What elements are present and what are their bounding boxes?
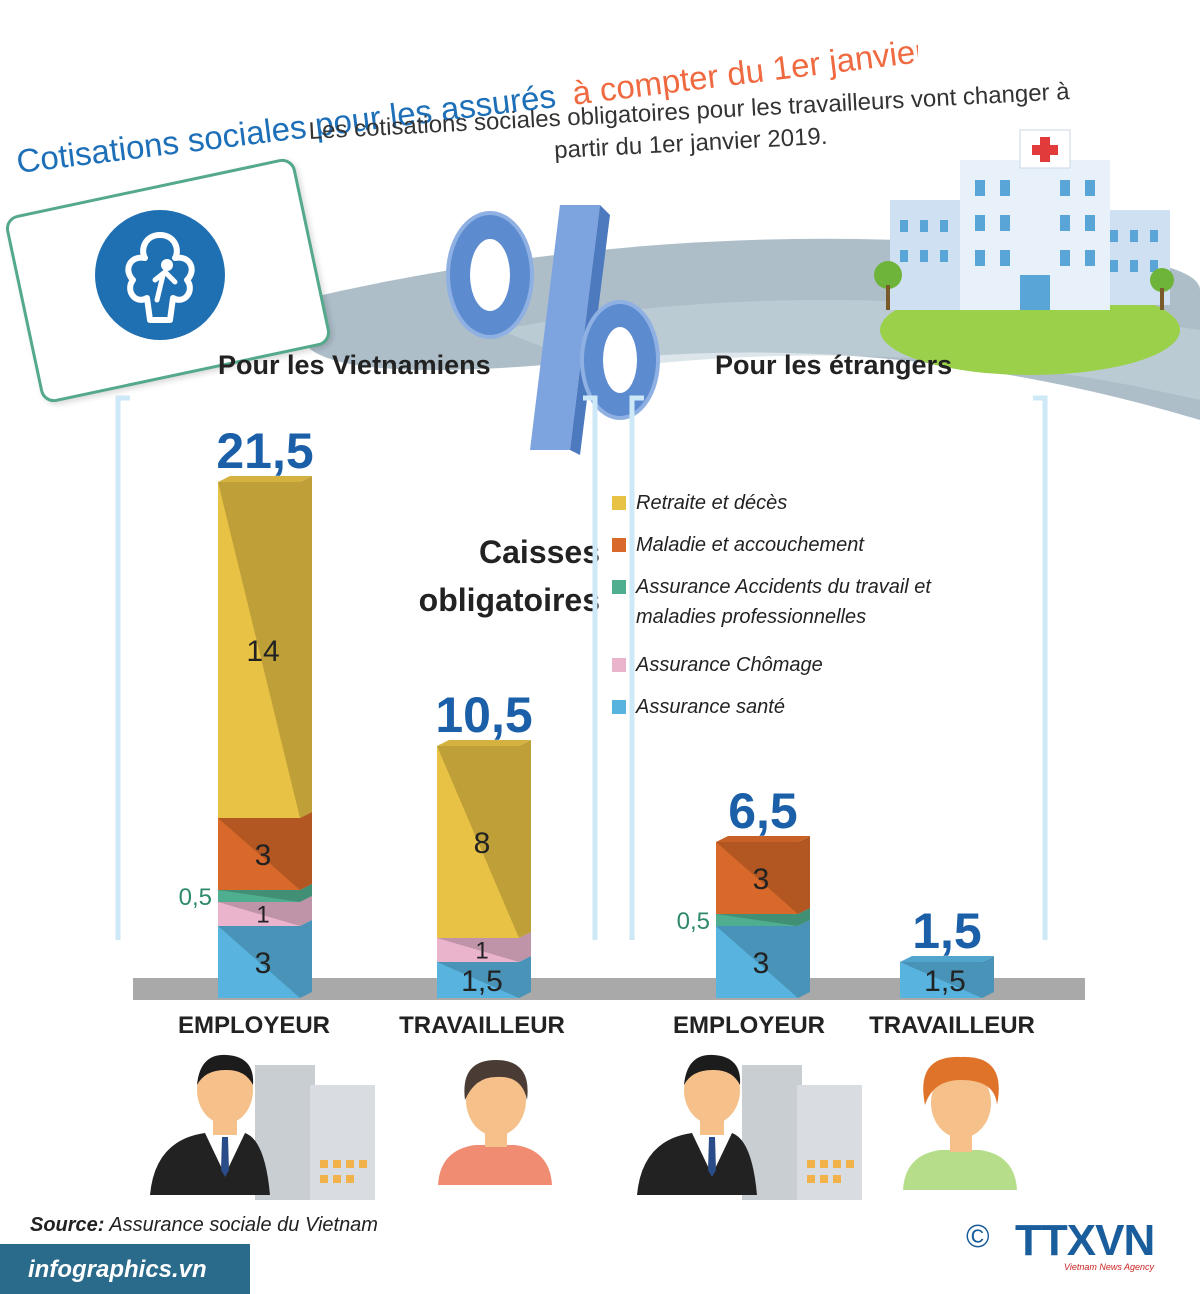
- bar-value-retraite-employeur-vn: 14: [246, 635, 279, 668]
- bar-value-retraite-travailleur-vn: 8: [474, 827, 491, 860]
- source-label: Source:: [30, 1214, 105, 1236]
- worker-illustration-etr: [903, 1056, 1017, 1190]
- bar-value-sante-travailleur-vn: 1,5: [461, 965, 503, 998]
- legend-item-retraite: Retraite et décès: [612, 488, 992, 518]
- bar-side-retraite-travailleur-vn: [437, 740, 531, 938]
- caisses-line2: obligatoires: [418, 582, 600, 618]
- bar-value-chomage-travailleur-vn: 1: [475, 938, 488, 965]
- legend: Retraite et décès Maladie et accouchement…: [612, 488, 992, 722]
- employer-illustration-etr: [637, 1054, 862, 1200]
- hospital-icon: [874, 129, 1180, 375]
- category-label-travailleur-vn: TRAVAILLEUR: [399, 1012, 565, 1039]
- bar-total-employeur-vn: 21,5: [216, 423, 313, 479]
- legend-swatch-sante: [612, 700, 626, 714]
- bar-side-accidents-employeur-etr: [716, 908, 810, 926]
- social-insurance-logo: [95, 210, 225, 340]
- tree-icon: [125, 232, 195, 323]
- bar-side-maladie-employeur-vn: [218, 812, 312, 890]
- bar-value-chomage-employeur-vn: 1: [256, 902, 269, 929]
- bar-top-retraite-employeur-vn: [218, 476, 312, 482]
- bar-side-accidents-employeur-vn: [218, 884, 312, 902]
- legend-label-maladie: Maladie et accouchement: [636, 534, 864, 556]
- bracket-vietnamiens-left: [115, 395, 130, 940]
- legend-label-sante: Assurance santé: [636, 696, 785, 718]
- bar-side-sante-travailleur-vn: [437, 956, 531, 998]
- legend-item-chomage: Assurance Chômage: [612, 650, 992, 680]
- worker-illustration-vn: [438, 1060, 552, 1185]
- bar-side-sante-employeur-vn: [218, 920, 312, 998]
- bar-total-travailleur-vn: 10,5: [435, 687, 532, 743]
- section-title-vietnamiens: Pour les Vietnamiens: [218, 350, 491, 380]
- bar-side-maladie-employeur-etr: [716, 836, 810, 914]
- source-text: Assurance sociale du Vietnam: [109, 1214, 378, 1236]
- category-label-travailleur-etr: TRAVAILLEUR: [869, 1012, 1035, 1039]
- bar-top-maladie-employeur-etr: [716, 836, 810, 842]
- footer-bar: [0, 1244, 250, 1294]
- caisses-line1: Caisses: [479, 534, 600, 570]
- bracket-etrangers-left: [629, 395, 644, 940]
- legend-swatch-chomage: [612, 658, 626, 672]
- legend-item-sante: Assurance santé: [612, 692, 992, 722]
- brand-logo: TTXVN: [1015, 1216, 1155, 1265]
- bar-value-accidents-employeur-etr: 0,5: [677, 908, 710, 935]
- site-link[interactable]: infographics.vn: [28, 1256, 207, 1283]
- legend-item-accidents: Assurance Accidents du travail et maladie…: [612, 572, 992, 632]
- bar-value-sante-employeur-vn: 3: [255, 947, 272, 980]
- caisses-label: Caisses obligatoires: [400, 528, 600, 624]
- employer-illustration: [150, 1054, 375, 1200]
- bar-side-chomage-employeur-vn: [218, 896, 312, 926]
- legend-swatch-accidents: [612, 580, 626, 594]
- bar-value-maladie-employeur-vn: 3: [255, 839, 272, 872]
- legend-label-retraite: Retraite et décès: [636, 492, 788, 514]
- chart-baseline: [133, 978, 1085, 1000]
- source-note: Source: Assurance sociale du Vietnam: [30, 1214, 378, 1237]
- bar-value-sante-travailleur-etr: 1,5: [924, 965, 966, 998]
- legend-swatch-maladie: [612, 538, 626, 552]
- section-title-etrangers: Pour les étrangers: [715, 350, 953, 380]
- category-label-employeur-etr: EMPLOYEUR: [672, 1012, 825, 1039]
- bar-side-sante-employeur-etr: [716, 920, 810, 998]
- bar-top-sante-travailleur-etr: [900, 956, 994, 962]
- bar-total-employeur-etr: 6,5: [728, 783, 798, 839]
- legend-label-chomage: Assurance Chômage: [636, 654, 823, 676]
- bar-value-sante-employeur-etr: 3: [753, 947, 770, 980]
- bar-total-travailleur-etr: 1,5: [912, 903, 982, 959]
- bar-side-retraite-employeur-vn: [218, 476, 312, 818]
- bar-side-sante-travailleur-etr: [900, 956, 994, 998]
- percent-icon: [446, 205, 660, 455]
- legend-label-accidents: Assurance Accidents du travail et maladie…: [636, 576, 931, 628]
- legend-swatch-retraite: [612, 496, 626, 510]
- bar-value-maladie-employeur-etr: 3: [753, 863, 770, 896]
- bar-side-chomage-travailleur-vn: [437, 932, 531, 962]
- legend-item-maladie: Maladie et accouchement: [612, 530, 992, 560]
- category-label-employeur-vn: EMPLOYEUR: [177, 1012, 330, 1039]
- copyright-icon: ©: [966, 1218, 990, 1254]
- brand-subtitle: Vietnam News Agency: [1064, 1262, 1155, 1272]
- bar-top-retraite-travailleur-vn: [437, 740, 531, 746]
- bar-value-accidents-employeur-vn: 0,5: [179, 884, 212, 911]
- bracket-vietnamiens-right: [583, 395, 598, 940]
- bracket-etrangers-right: [1033, 395, 1048, 940]
